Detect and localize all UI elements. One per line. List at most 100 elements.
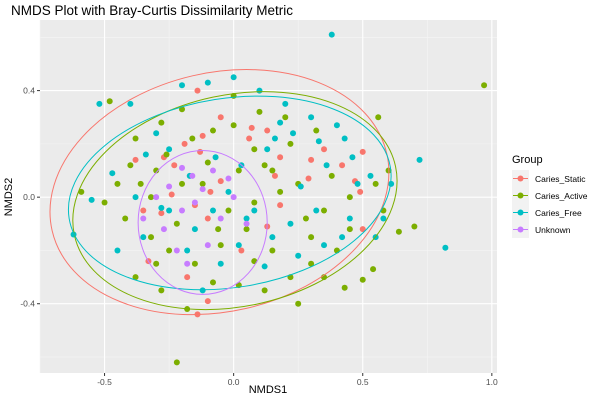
legend: Group Caries_Static Caries_Active Caries_F…	[512, 154, 588, 238]
data-point-caries-free	[142, 151, 149, 158]
data-point-caries-static	[197, 148, 204, 155]
legend-key-point	[517, 209, 524, 216]
plot-background	[40, 20, 497, 373]
data-point-caries-static	[181, 140, 188, 147]
data-point-caries-free	[109, 170, 116, 177]
data-point-caries-active	[261, 287, 268, 294]
data-point-unknown	[153, 194, 160, 201]
data-point-caries-static	[204, 298, 211, 305]
data-point-caries-free	[282, 100, 289, 107]
data-point-caries-free	[204, 79, 211, 86]
data-point-caries-active	[346, 194, 353, 201]
data-point-caries-active	[256, 108, 263, 115]
data-point-caries-static	[217, 178, 224, 185]
plot-panel	[39, 20, 497, 373]
data-point-caries-free	[199, 287, 206, 294]
data-point-caries-active	[163, 151, 170, 158]
data-point-caries-static	[168, 191, 175, 198]
data-point-caries-free	[367, 172, 374, 179]
data-point-caries-free	[132, 194, 139, 201]
data-point-unknown	[191, 199, 198, 206]
data-point-caries-free	[380, 215, 387, 222]
data-point-caries-static	[140, 207, 147, 214]
data-point-caries-static	[248, 124, 255, 131]
data-point-caries-free	[96, 100, 103, 107]
data-point-caries-static	[339, 162, 346, 169]
data-point-caries-free	[230, 74, 237, 81]
data-point-caries-static	[132, 156, 139, 163]
data-point-unknown	[230, 194, 237, 201]
data-point-caries-free	[388, 180, 395, 187]
data-point-caries-active	[287, 140, 294, 147]
data-point-caries-static	[264, 127, 271, 134]
data-point-caries-active	[153, 167, 160, 174]
data-point-caries-free	[339, 234, 346, 241]
data-point-caries-free	[269, 234, 276, 241]
data-point-caries-static	[207, 188, 214, 195]
data-point-caries-active	[372, 180, 379, 187]
legend-key-point	[517, 175, 524, 182]
data-point-caries-free	[271, 135, 278, 142]
legend-label: Unknown	[535, 225, 571, 235]
data-point-caries-active	[251, 146, 258, 153]
data-point-caries-active	[158, 119, 165, 126]
data-point-caries-active	[375, 114, 382, 121]
data-point-unknown	[189, 172, 196, 179]
data-point-unknown	[199, 186, 206, 193]
data-point-unknown	[243, 220, 250, 227]
chart-title: NMDS Plot with Bray-Curtis Dissimilarity…	[11, 3, 293, 18]
data-point-caries-active	[137, 180, 144, 187]
data-point-caries-active	[243, 226, 250, 233]
data-point-caries-active	[114, 180, 121, 187]
data-point-caries-static	[194, 87, 201, 94]
data-point-caries-active	[341, 284, 348, 291]
data-point-caries-free	[166, 146, 173, 153]
y-tick-label: 0.0	[23, 192, 35, 202]
data-point-unknown	[160, 226, 167, 233]
data-point-caries-free	[321, 242, 328, 249]
data-point-caries-free	[251, 207, 258, 214]
data-point-caries-active	[179, 106, 186, 113]
data-point-caries-active	[230, 122, 237, 129]
data-point-caries-active	[148, 194, 155, 201]
data-point-caries-static	[171, 162, 178, 169]
data-point-caries-active	[132, 274, 139, 281]
data-point-caries-free	[88, 196, 95, 203]
data-point-caries-active	[328, 172, 335, 179]
data-point-caries-free	[341, 135, 348, 142]
data-point-caries-active	[359, 276, 366, 283]
confidence-ellipse-unknown	[137, 150, 268, 295]
data-point-caries-free	[243, 215, 250, 222]
data-point-caries-active	[209, 127, 216, 134]
data-point-caries-active	[395, 228, 402, 235]
x-tick-label: 0.0	[228, 377, 240, 387]
data-point-caries-free	[179, 82, 186, 89]
legend-key-point	[517, 192, 524, 199]
y-tick-label: 0.4	[23, 86, 35, 96]
data-point-caries-active	[269, 167, 276, 174]
data-point-caries-free	[346, 215, 353, 222]
data-point-caries-free	[217, 260, 224, 267]
data-point-caries-static	[217, 114, 224, 121]
data-point-caries-free	[140, 234, 147, 241]
data-point-caries-active	[302, 215, 309, 222]
data-point-unknown	[209, 167, 216, 174]
data-point-caries-static	[238, 247, 245, 254]
data-point-caries-free	[416, 156, 423, 163]
data-point-caries-active	[346, 226, 353, 233]
data-point-unknown	[173, 247, 180, 254]
data-point-caries-free	[308, 114, 315, 121]
data-point-caries-free	[212, 154, 219, 161]
data-point-unknown	[217, 215, 224, 222]
data-point-caries-static	[204, 215, 211, 222]
data-point-caries-free	[235, 242, 242, 249]
data-point-caries-free	[290, 130, 297, 137]
x-axis-title: NMDS1	[249, 384, 288, 396]
data-point-caries-static	[271, 172, 278, 179]
data-point-caries-active	[191, 260, 198, 267]
legend-label: Caries_Free	[535, 208, 582, 218]
data-point-caries-static	[246, 135, 253, 142]
y-tick-label: -0.4	[20, 299, 35, 309]
data-point-caries-free	[287, 220, 294, 227]
